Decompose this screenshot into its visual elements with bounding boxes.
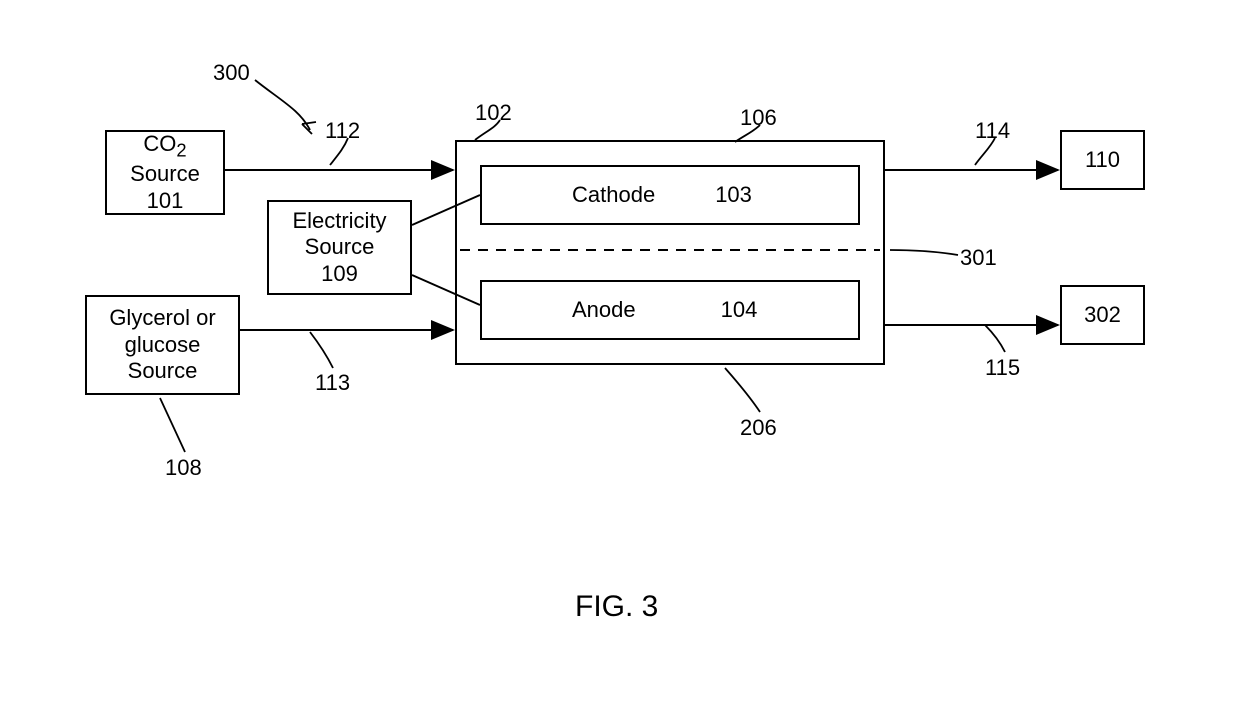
label-102: 102 [475,100,512,126]
cathode-num: 103 [715,182,752,208]
anode-num: 104 [721,297,758,323]
co2-source-box: CO2 Source 101 [105,130,225,215]
co2-line1: CO2 [143,131,186,161]
electricity-source-box: Electricity Source 109 [267,200,412,295]
glyc-line1: Glycerol or [109,305,215,331]
figure-stage: CO2 Source 101 Glycerol or glucose Sourc… [0,0,1240,724]
leader-115 [985,325,1005,352]
cathode-box: Cathode 103 [480,165,860,225]
label-301: 301 [960,245,997,271]
glyc-line3: Source [128,358,198,384]
label-113: 113 [315,370,350,396]
label-300: 300 [213,60,250,86]
figure-caption: FIG. 3 [575,590,658,624]
glyc-line2: glucose [125,332,201,358]
co2-line3: 101 [147,188,184,214]
label-114: 114 [975,118,1010,144]
label-112: 112 [325,118,360,144]
out-bot-text: 302 [1084,302,1121,328]
output-bottom-box: 302 [1060,285,1145,345]
leader-300-arrow [302,122,316,134]
elec-line1: Electricity [292,208,386,234]
anode-label: Anode [572,297,636,323]
leader-300 [255,80,310,130]
anode-box: Anode 104 [480,280,860,340]
co2-line2: Source [130,161,200,187]
leader-108 [160,398,185,452]
label-108: 108 [165,455,202,481]
glycerol-source-box: Glycerol or glucose Source [85,295,240,395]
label-206: 206 [740,415,777,441]
out-top-text: 110 [1085,147,1120,173]
output-top-box: 110 [1060,130,1145,190]
label-115: 115 [985,355,1020,381]
leader-113 [310,332,333,368]
leader-301 [890,250,958,255]
elec-line2: Source [305,234,375,260]
leader-206 [725,368,760,412]
elec-line3: 109 [321,261,358,287]
cathode-label: Cathode [572,182,655,208]
label-106: 106 [740,105,777,131]
